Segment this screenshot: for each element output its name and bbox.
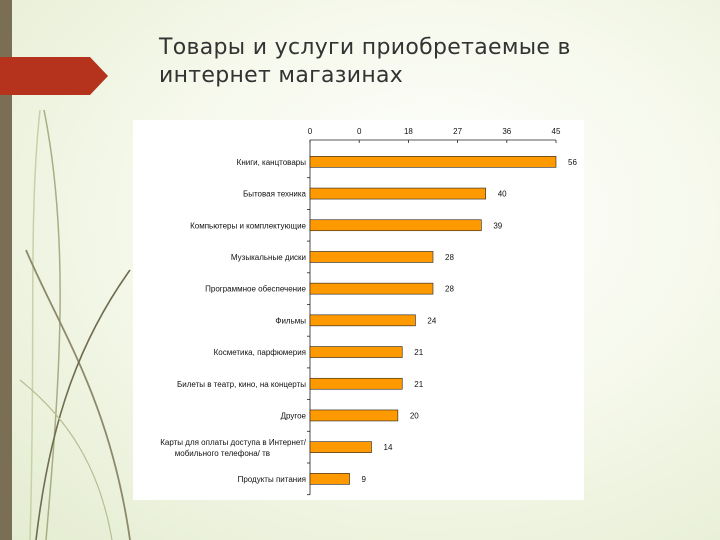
category-label: Книги, канцтовары	[237, 158, 307, 167]
data-label: 14	[384, 443, 393, 452]
data-label: 21	[414, 348, 423, 357]
bar	[309, 156, 557, 168]
bar	[309, 377, 403, 390]
category-label: Компьютеры и комплектующие	[190, 221, 306, 230]
data-label: 28	[445, 285, 454, 294]
data-label: 20	[410, 411, 419, 420]
slide-title: Товары и услуги приобретаемые в интернет…	[159, 35, 571, 88]
bar-chart: 0 0 18 27 36 45 Книги, канцтовары 56 Бытовая тех…	[160, 127, 577, 496]
data-label: 28	[445, 253, 454, 262]
left-sidebar-bar	[0, 0, 12, 540]
bar	[309, 409, 399, 422]
bar	[309, 473, 350, 485]
data-label: 39	[493, 221, 502, 230]
chart-area: 0 0 18 27 36 45 Книги, канцтовары 56 Бытовая тех…	[133, 120, 584, 500]
category-label: Программное обеспечение	[205, 285, 306, 294]
data-label: 21	[414, 380, 423, 389]
data-label: 24	[427, 316, 436, 325]
category-label: Другое	[281, 411, 307, 420]
title-ribbon	[0, 57, 108, 95]
category-label: Бытовая техника	[243, 190, 307, 199]
bar	[309, 346, 403, 358]
x-tick-label: 27	[453, 127, 462, 136]
category-label: Косметика, парфюмерия	[214, 348, 306, 357]
category-label: Продукты питания	[238, 475, 306, 484]
data-label: 56	[568, 158, 577, 167]
x-tick-label: 36	[502, 127, 511, 136]
category-label: Карты для оплаты доступа в Интернет/	[160, 438, 307, 447]
bar	[309, 282, 434, 295]
bar	[309, 441, 372, 453]
category-label: Фильмы	[275, 316, 306, 325]
x-tick-label: 0	[308, 127, 313, 136]
x-tick-label: 0	[357, 127, 362, 136]
bar	[309, 219, 482, 232]
bar	[309, 314, 416, 327]
data-label: 9	[362, 475, 367, 484]
x-tick-label: 45	[552, 127, 561, 136]
category-label: Билеты в театр, кино, на концерты	[177, 380, 306, 389]
bar	[309, 187, 487, 200]
x-tick-label: 18	[404, 127, 413, 136]
data-label: 40	[498, 190, 507, 199]
bar	[309, 251, 434, 263]
category-label-line2: мобильного телефона/ тв	[175, 449, 270, 458]
category-label: Музыкальные диски	[231, 253, 306, 262]
